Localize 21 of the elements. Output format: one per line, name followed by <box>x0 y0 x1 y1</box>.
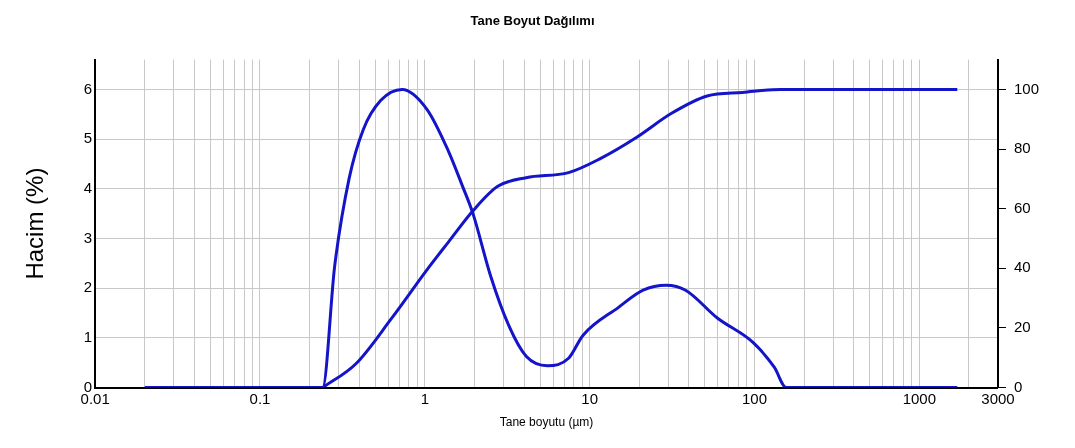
y2-tick-label: 80 <box>1013 139 1031 157</box>
x-tick-label: 10 <box>581 389 598 407</box>
y2-tick-label: 0 <box>1013 377 1023 395</box>
y2-tick-label: 60 <box>1013 198 1031 216</box>
x-tick-label: 3000 <box>981 389 1015 407</box>
y2-tick-label: 40 <box>1013 258 1031 276</box>
y-axis-title: Hacim (%) <box>21 167 49 280</box>
y-tick-label: 6 <box>83 79 93 97</box>
y-tick-label: 2 <box>83 278 93 296</box>
y-tick-label: 1 <box>83 328 93 346</box>
x-tick-label: 1000 <box>902 389 937 407</box>
x-tick-label: 1 <box>420 389 429 407</box>
y2-tick-label: 100 <box>1013 79 1039 97</box>
y-tick-label: 5 <box>83 129 93 147</box>
x-tick-label: 0.1 <box>249 389 271 407</box>
x-axis-title: Tane boyutu (µm) <box>499 415 594 430</box>
y-tick-label: 4 <box>83 178 93 196</box>
y-tick-label: 3 <box>83 228 93 246</box>
x-tick-label: 100 <box>741 389 767 407</box>
y2-tick-label: 20 <box>1013 318 1031 336</box>
chart-title: Tane Boyut Dağılımı <box>470 13 595 29</box>
